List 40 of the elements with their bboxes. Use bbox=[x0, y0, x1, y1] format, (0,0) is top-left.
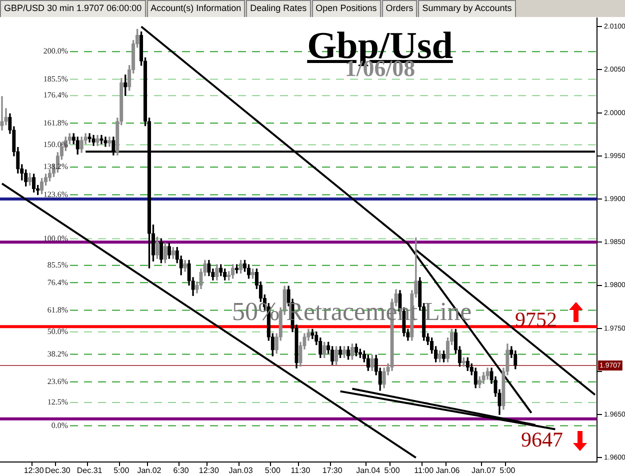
x-tick-label: Jan.03 bbox=[228, 466, 254, 476]
x-tick-label: 17:30 bbox=[322, 466, 343, 476]
text: GBP/USD 30 min 1.9707 06:00:00 bbox=[0, 0, 146, 17]
annotation: 123.6% bbox=[43, 190, 68, 199]
x-tick-label: Jan.04 bbox=[356, 466, 381, 476]
text: Open Positions bbox=[312, 0, 381, 17]
annotation: 61.8% bbox=[47, 305, 68, 314]
annotation: 200.0% bbox=[43, 46, 68, 56]
x-tick-label: 6:30 bbox=[173, 466, 190, 476]
annotation: 76.4% bbox=[47, 278, 68, 287]
annotation: 161.8% bbox=[43, 118, 68, 128]
x-tick-label: Jan.07 bbox=[472, 466, 496, 476]
x-tick-label: 12:30 bbox=[24, 466, 44, 476]
annotation: 85.5% bbox=[47, 260, 68, 270]
annotation: 150.0% bbox=[43, 140, 68, 149]
x-tick-label: Jan.02 bbox=[137, 466, 162, 476]
x-tick-label: 11:00 bbox=[414, 466, 434, 476]
x-tick-label: Jan.06 bbox=[436, 466, 460, 476]
annotation: 0.0% bbox=[51, 420, 68, 430]
text: Summary by Accounts bbox=[418, 0, 516, 17]
x-tick-label: 5:00 bbox=[264, 466, 281, 476]
x-tick-label: 5:00 bbox=[114, 466, 130, 476]
x-tick-label: 5:00 bbox=[384, 466, 400, 476]
text: Account(s) Information bbox=[146, 0, 246, 17]
annotation: 185.5% bbox=[43, 74, 68, 84]
annotation: 12.5% bbox=[47, 398, 68, 407]
x-tick-label: 12:30 bbox=[198, 466, 220, 476]
text: Orders bbox=[382, 0, 418, 17]
annotation: 176.4% bbox=[43, 90, 68, 100]
annotation: 138.2% bbox=[43, 162, 68, 172]
annotation: 50.0% bbox=[47, 326, 68, 336]
text: Dealing Rates bbox=[246, 0, 311, 17]
annotation: 100.0% bbox=[43, 234, 68, 243]
annotation: 9647 bbox=[521, 428, 563, 452]
x-tick-label: 11:30 bbox=[290, 466, 311, 476]
x-tick-label: 5:00 bbox=[500, 466, 516, 476]
annotation: 38.2% bbox=[47, 349, 68, 358]
x-tick-label: Dec.31 bbox=[76, 466, 103, 476]
annotation: 23.6% bbox=[47, 376, 68, 386]
x-tick-label: Dec.30 bbox=[45, 466, 71, 476]
